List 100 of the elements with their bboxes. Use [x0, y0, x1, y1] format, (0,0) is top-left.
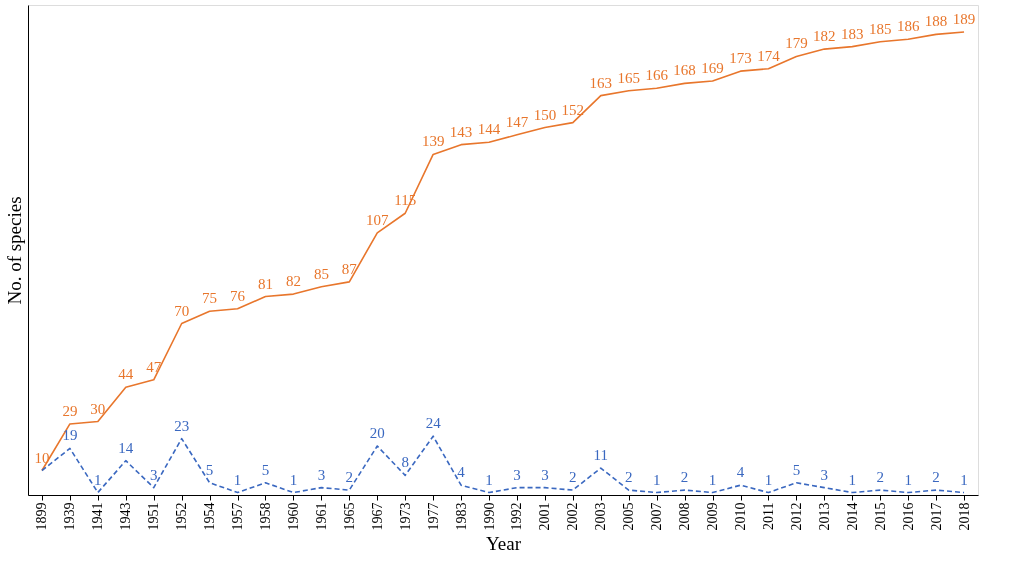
- x-tick-label: 1943: [118, 502, 134, 531]
- x-tick-label: 2010: [733, 502, 748, 531]
- data-label: 3: [149, 466, 158, 483]
- x-tick-label: 1965: [341, 502, 357, 531]
- data-label: 152: [561, 101, 585, 118]
- data-label: 1: [652, 471, 661, 488]
- x-tick-label: 1967: [369, 502, 385, 531]
- data-label: 47: [146, 358, 162, 375]
- x-tick-label: 1977: [425, 502, 441, 531]
- data-label: 5: [792, 461, 801, 478]
- data-label: 8: [401, 454, 409, 471]
- x-tick-label: 1951: [146, 502, 162, 531]
- data-label: 44: [118, 366, 134, 383]
- x-tick-label: 1952: [174, 502, 190, 531]
- data-label: 169: [701, 59, 724, 76]
- data-label: 30: [90, 400, 106, 417]
- data-label: 3: [513, 466, 521, 483]
- data-label: 20: [369, 425, 385, 441]
- x-tick-label: 1954: [202, 502, 218, 531]
- x-tick-label: 2015: [872, 502, 888, 531]
- data-label: 23: [174, 417, 190, 434]
- data-label: 5: [205, 461, 214, 478]
- data-label: 1: [485, 471, 493, 488]
- data-label: 1: [904, 471, 912, 488]
- data-label: 179: [785, 35, 808, 52]
- data-label: 1: [960, 471, 968, 488]
- data-label: 81: [258, 275, 273, 292]
- x-tick-label: 1941: [90, 502, 106, 531]
- data-label: 168: [673, 62, 696, 79]
- data-label: 173: [729, 50, 752, 67]
- x-tick-label: 2018: [956, 502, 972, 531]
- data-label: 87: [341, 260, 358, 277]
- data-label: 2: [624, 469, 633, 486]
- x-tick-label: 2012: [788, 502, 804, 531]
- data-label: 4: [736, 464, 745, 481]
- x-tick-label: 1973: [397, 502, 413, 531]
- x-tick-label: 2011: [760, 502, 776, 530]
- data-label: 2: [876, 469, 884, 486]
- data-label: 5: [261, 461, 270, 478]
- data-label: 165: [617, 69, 640, 86]
- x-tick-label: 1957: [230, 502, 246, 531]
- data-label: 189: [952, 10, 976, 27]
- data-label: 29: [62, 402, 78, 419]
- x-tick-label: 2014: [844, 502, 860, 531]
- data-label: 2: [345, 469, 354, 486]
- x-tick-label: 1960: [285, 502, 301, 531]
- x-tick-label: 2007: [649, 502, 665, 531]
- data-label: 182: [813, 28, 836, 45]
- x-tick-label: 2016: [900, 502, 916, 531]
- x-tick-label: 2009: [705, 502, 721, 531]
- data-label: 1: [708, 471, 717, 488]
- x-tick-label: 2017: [928, 502, 944, 531]
- data-label: 24: [425, 415, 442, 432]
- data-label: 174: [757, 47, 781, 64]
- data-label: 143: [449, 123, 473, 140]
- x-tick-label: 2013: [816, 502, 832, 531]
- x-tick-label: 1899: [34, 502, 50, 531]
- data-label: 2: [569, 469, 577, 486]
- x-tick-label: 2002: [565, 502, 581, 531]
- x-tick-label: 1992: [509, 502, 525, 531]
- data-label: 14: [118, 439, 134, 456]
- data-label: 70: [174, 302, 190, 319]
- data-label: 3: [820, 466, 829, 483]
- data-label: 76: [230, 287, 246, 304]
- data-label: 1: [233, 471, 242, 488]
- x-tick-label: 2005: [621, 502, 637, 531]
- data-label: 166: [645, 67, 669, 84]
- x-tick-label: 2001: [537, 502, 553, 531]
- x-tick-label: 1990: [481, 502, 497, 531]
- data-label: 147: [505, 113, 529, 130]
- data-label: 82: [285, 273, 301, 290]
- data-label: 185: [868, 20, 892, 37]
- x-tick-label: 1983: [453, 502, 469, 531]
- data-label: 150: [533, 106, 557, 123]
- data-label: 144: [477, 121, 501, 138]
- data-label: 1: [289, 471, 298, 488]
- data-label: 186: [896, 18, 920, 35]
- data-label: 1: [94, 471, 102, 488]
- data-label: 163: [589, 74, 613, 91]
- x-tick-label: 2008: [677, 502, 693, 531]
- x-tick-label: 1958: [258, 502, 273, 531]
- data-label: 107: [366, 211, 390, 228]
- x-tick-label: 1961: [313, 502, 329, 531]
- data-label: 139: [421, 133, 445, 150]
- data-label: 188: [924, 13, 948, 30]
- data-label: 183: [841, 25, 864, 42]
- data-label: 19: [62, 427, 78, 444]
- data-label: 11: [593, 447, 609, 464]
- x-axis-title: Year: [485, 532, 522, 554]
- x-tick-label: 1939: [62, 502, 78, 531]
- data-label: 75: [202, 290, 218, 307]
- y-axis-title: No. of species: [3, 196, 25, 305]
- data-label: 2: [680, 469, 689, 486]
- data-label: 85: [313, 265, 329, 282]
- data-label: 1: [764, 471, 773, 488]
- data-label: 1: [848, 471, 857, 488]
- data-label: 3: [541, 466, 549, 483]
- data-label: 3: [317, 466, 326, 483]
- data-label: 2: [932, 469, 940, 486]
- data-label: 4: [457, 464, 466, 481]
